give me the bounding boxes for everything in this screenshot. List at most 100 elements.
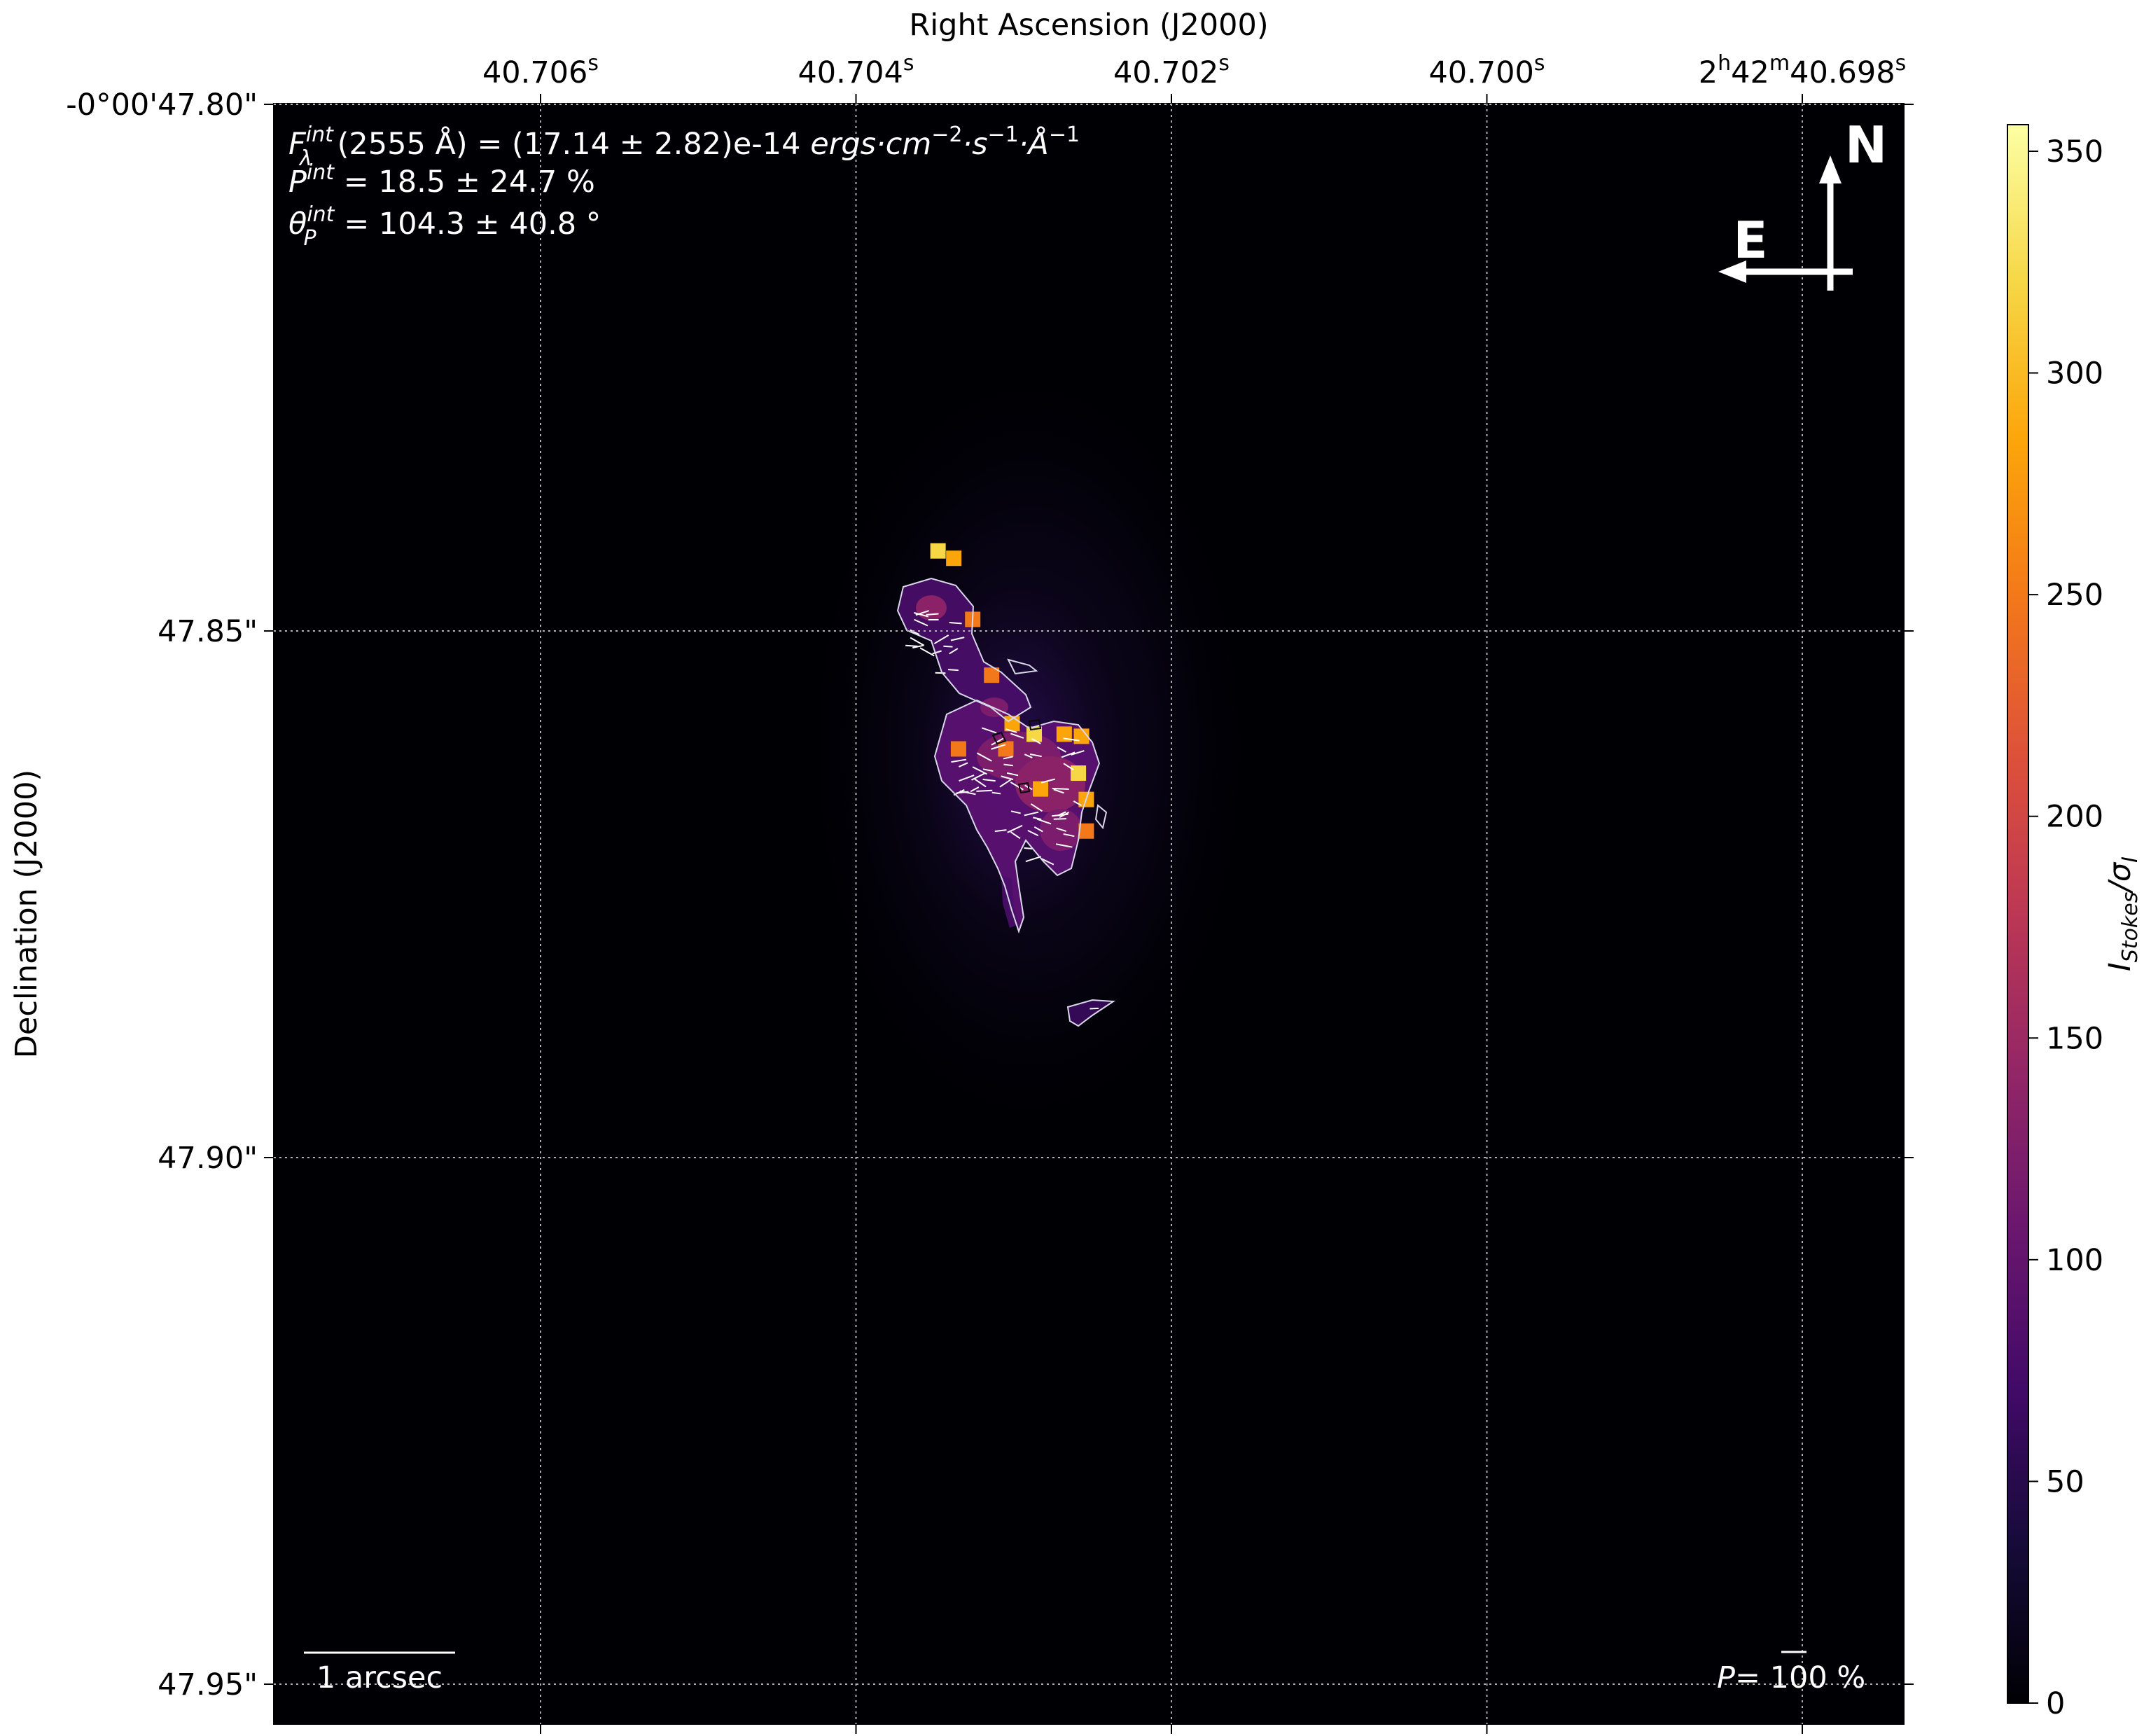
contour-line xyxy=(1094,804,1108,830)
polarization-vector xyxy=(1025,856,1042,863)
polarization-vector xyxy=(1010,831,1021,840)
polarization-vector xyxy=(1030,803,1043,812)
polarization-vector xyxy=(1056,827,1067,833)
polarization-vector xyxy=(1029,753,1042,758)
y-tick-label: 47.90" xyxy=(158,1141,258,1176)
polarization-vector xyxy=(973,777,987,788)
polarization-vector xyxy=(1031,737,1041,744)
y-tick-label: 47.95" xyxy=(158,1667,258,1702)
x-tick-label: 40.704s xyxy=(798,51,914,90)
x-axis-label: Right Ascension (J2000) xyxy=(909,8,1268,43)
y-tick-label: 47.85" xyxy=(158,614,258,649)
polarization-vector xyxy=(1061,751,1076,758)
compass-east-label: E xyxy=(1733,211,1767,270)
bright-knot xyxy=(1033,781,1049,797)
colorbar xyxy=(2007,124,2029,1704)
polarization-vector xyxy=(959,762,968,768)
polarization-vector xyxy=(1010,810,1021,814)
x-axis-ticks: 40.706s 40.704s 40.702s 40.700s 2h42m40.698s xyxy=(482,51,1906,1734)
emission-core xyxy=(1015,756,1085,812)
polarization-vector xyxy=(970,786,980,793)
polarization-vector xyxy=(1051,813,1068,817)
polarization-vector xyxy=(1005,728,1017,733)
y-tick-label: -0°00'47.80" xyxy=(66,88,258,123)
contour-line-inner xyxy=(991,718,1042,794)
polarization-vector xyxy=(910,637,925,646)
colorbar-tick-label: 350 xyxy=(2046,134,2103,169)
x-tick-label: 40.706s xyxy=(482,51,599,90)
colorbar-tick-label: 0 xyxy=(2046,1686,2065,1721)
bright-knot xyxy=(1071,765,1087,782)
polarization-vector xyxy=(950,637,965,641)
polarization-vector xyxy=(1033,826,1043,833)
bright-knot xyxy=(1078,823,1094,839)
polarization-vector xyxy=(1090,1007,1099,1010)
polarization-vector xyxy=(971,772,985,781)
colorbar-tick-label: 200 xyxy=(2046,800,2103,835)
polarization-vector xyxy=(1040,857,1054,866)
colorbar-tick-label: 100 xyxy=(2046,1243,2103,1278)
polarization-vector xyxy=(1010,732,1024,739)
polarization-vector xyxy=(932,650,942,655)
polarization-vector xyxy=(943,645,953,648)
emission-map xyxy=(798,357,1260,1141)
polarization-vector xyxy=(1057,747,1066,753)
polarization-vector xyxy=(1001,775,1014,781)
compass-north-arrowhead xyxy=(1819,155,1842,183)
emission-core xyxy=(916,595,947,620)
polarization-vector xyxy=(972,766,987,775)
contour-line xyxy=(896,577,1032,723)
polarization-vector xyxy=(1024,811,1039,817)
compass-east-arrowhead xyxy=(1718,261,1746,283)
compass-north-label: N xyxy=(1845,116,1887,174)
polarization-vector xyxy=(991,737,1005,746)
polarization-vector xyxy=(994,829,1007,833)
compass: N E xyxy=(1718,116,1887,291)
polarization-vector xyxy=(915,610,929,616)
polarization-vector xyxy=(959,775,975,782)
bright-knot xyxy=(930,543,946,559)
polarization-vector xyxy=(914,612,929,618)
polarization-vector xyxy=(1033,817,1042,821)
emission-core xyxy=(980,697,1008,717)
polarization-vector xyxy=(981,727,997,734)
polarization-vector xyxy=(1063,737,1080,742)
polarization-vector xyxy=(910,629,920,636)
polarization-vector xyxy=(982,768,994,772)
emission-clump-south xyxy=(1068,1000,1113,1026)
y-axis-ticks: -0°00'47.80" 47.85" 47.90" 47.95" xyxy=(66,88,1914,1702)
bright-knot xyxy=(998,741,1014,757)
colorbar-ticks: 0 50 100 150 200 250 300 350 xyxy=(2028,134,2103,1721)
polarization-vector xyxy=(947,669,959,672)
polarization-vector xyxy=(914,618,928,627)
polarization-vector xyxy=(1071,750,1085,756)
contour-line xyxy=(1007,658,1038,675)
colorbar-tick-label: 250 xyxy=(2046,578,2103,613)
polarization-vector xyxy=(991,744,1006,750)
grid-lines xyxy=(274,104,1904,1724)
polarization-vector xyxy=(949,648,959,655)
polarization-vector xyxy=(1007,824,1023,833)
polarization-vector xyxy=(999,779,1012,788)
polarization-vector xyxy=(991,791,1001,795)
polarization-vector xyxy=(976,752,992,762)
svg-text:Pint = 18.5 ± 24.7 %: Pint = 18.5 ± 24.7 % xyxy=(288,160,595,200)
polarization-annotation: Pint = 18.5 ± 24.7 % xyxy=(288,160,595,200)
polarization-vector xyxy=(1040,778,1056,784)
polarization-vector xyxy=(933,634,949,644)
polarization-vector xyxy=(1055,843,1073,848)
polarization-vector xyxy=(959,790,976,796)
polarization-vector xyxy=(912,644,924,649)
angle-annotation: θint P = 104.3 ± 40.8 ° xyxy=(288,202,601,251)
colorbar-tick-label: 50 xyxy=(2046,1464,2084,1499)
y-axis-label: Declination (J2000) xyxy=(9,770,44,1058)
contour-line xyxy=(1066,999,1116,1027)
polarization-scale-label: P= 100 % xyxy=(1717,1660,1865,1695)
scale-bar: 1 arcsec xyxy=(304,1651,455,1695)
bright-knot xyxy=(1056,726,1072,742)
polarization-vector xyxy=(1053,789,1064,794)
polarization-vector xyxy=(935,672,946,674)
